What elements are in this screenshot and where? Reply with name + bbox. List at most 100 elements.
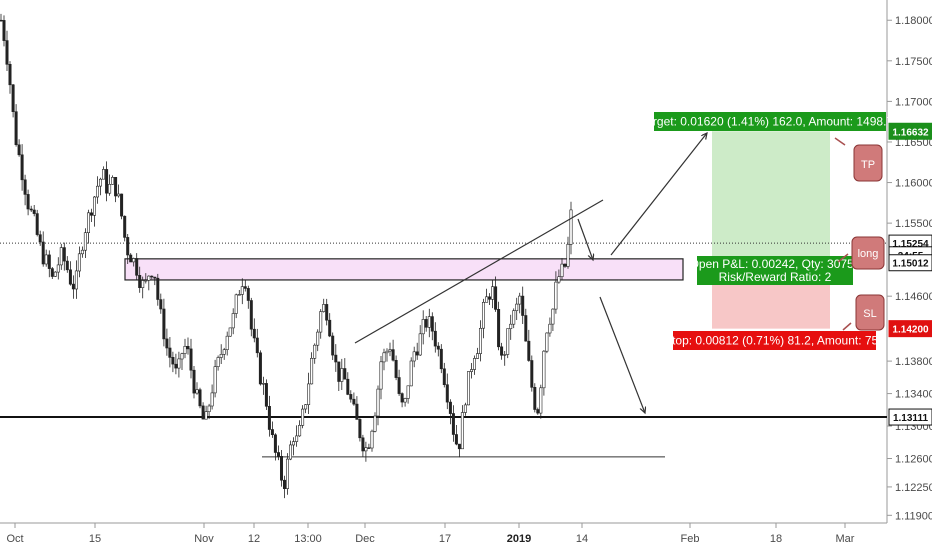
candle-body [307,383,311,405]
candle-body [153,276,157,279]
candle-body [370,430,374,449]
candle-body [123,215,127,238]
candle-body [249,300,253,330]
long-callout[interactable]: long [837,236,885,270]
candle-body [0,19,3,22]
sl-callout[interactable]: SL [842,294,885,331]
long-position-profit-zone[interactable] [712,131,830,263]
candle-body [325,304,329,321]
candle-body [481,301,485,329]
candle-body [252,328,256,339]
candle-body [38,234,42,243]
candle-body [557,276,561,283]
candle-body [207,405,211,412]
resistance-zone-rectangle[interactable] [124,258,684,281]
candle-body [301,408,305,426]
candle-body [379,361,383,390]
candle-body [23,179,27,195]
rising-trendline[interactable] [354,199,604,344]
candle-body [213,366,217,394]
candle-body [59,247,63,266]
candle-body [298,424,302,437]
candle-body [358,419,362,439]
candle-body [361,437,365,452]
price-label-text: 1.15012 [892,259,929,270]
time-tick-label: Nov [194,533,214,545]
candle-body [542,350,546,389]
candle-body [93,196,97,216]
time-tick-label: 12 [248,533,260,545]
candle-body [355,403,359,420]
candle-body [174,363,178,369]
candle-body [129,254,133,263]
candle-body [322,304,326,312]
tp-callout[interactable]: TP [834,137,883,182]
candle-body [427,316,431,328]
candle-body [201,405,205,420]
candle-body [126,237,130,256]
candle-body [406,385,410,399]
stop-label[interactable]: Stop: 0.00812 (0.71%) 81.2, Amount: 750 [664,331,885,350]
candle-body [475,353,479,359]
candle-body [114,177,118,197]
candle-body [258,352,262,385]
candle-body [62,247,66,262]
candle-body [237,294,241,296]
candle-body [373,415,377,432]
price-tick-label: 1.13400 [895,389,932,401]
candle-body [409,360,413,387]
candle-body [65,260,69,271]
time-tick-label: Feb [681,533,700,545]
candle-body [412,351,416,362]
candle-body [566,244,570,267]
candle-body [150,275,154,278]
candle-body [147,275,151,281]
candle-body [120,193,124,217]
candle-body [497,308,501,348]
price-tick-label: 1.14600 [895,291,932,303]
candle-body [397,377,401,394]
candle-body [515,303,519,312]
candle-body [29,208,33,211]
candle-body [11,84,15,113]
candle-body [334,354,338,363]
arrow-bearish-breakdown [599,296,645,413]
candle-body [108,184,112,194]
candle-body [71,283,75,290]
candle-body [451,413,455,435]
candle-body [177,358,181,369]
time-tick-label: Mar [836,533,855,545]
candle-body [240,286,244,295]
price-axis[interactable]: 1.18000 1.17500 1.17000 1.16500 1.16000 1.155… [887,15,932,522]
price-tick-label: 1.11900 [895,510,932,522]
candle-body [295,435,299,442]
target-label[interactable]: Target: 0.01620 (1.41%) 162.0, Amount: 1… [640,112,900,131]
candle-body [418,333,422,356]
candle-body [436,345,440,350]
candle-body [180,353,184,360]
candle-body [74,270,78,290]
candle-body [500,346,504,356]
candle-body [5,40,9,65]
candle-body [273,434,277,453]
candle-body [132,258,136,263]
candle-body [337,361,341,382]
candle-body [439,348,443,370]
candle-body [198,389,202,407]
candle-body [17,144,21,156]
candle-body [14,111,18,145]
candle-body [159,299,163,310]
time-tick-label: Dec [355,533,375,545]
time-axis[interactable]: Oct 15 Nov 12 13:00 Dec 17 2019 14 Feb 18 Mar [6,523,855,545]
candle-body [539,387,543,414]
long-callout-text: long [858,248,879,260]
candle-body [316,331,320,346]
price-tick-label: 1.12250 [895,482,932,494]
open-pnl-label[interactable]: Open P&L: 0.00242, Qty: 30750 Risk/Rewar… [690,256,861,285]
tp-callout-text: TP [861,159,875,171]
candle-body [135,258,139,276]
candle-body [216,357,220,367]
candle-body [90,212,94,216]
